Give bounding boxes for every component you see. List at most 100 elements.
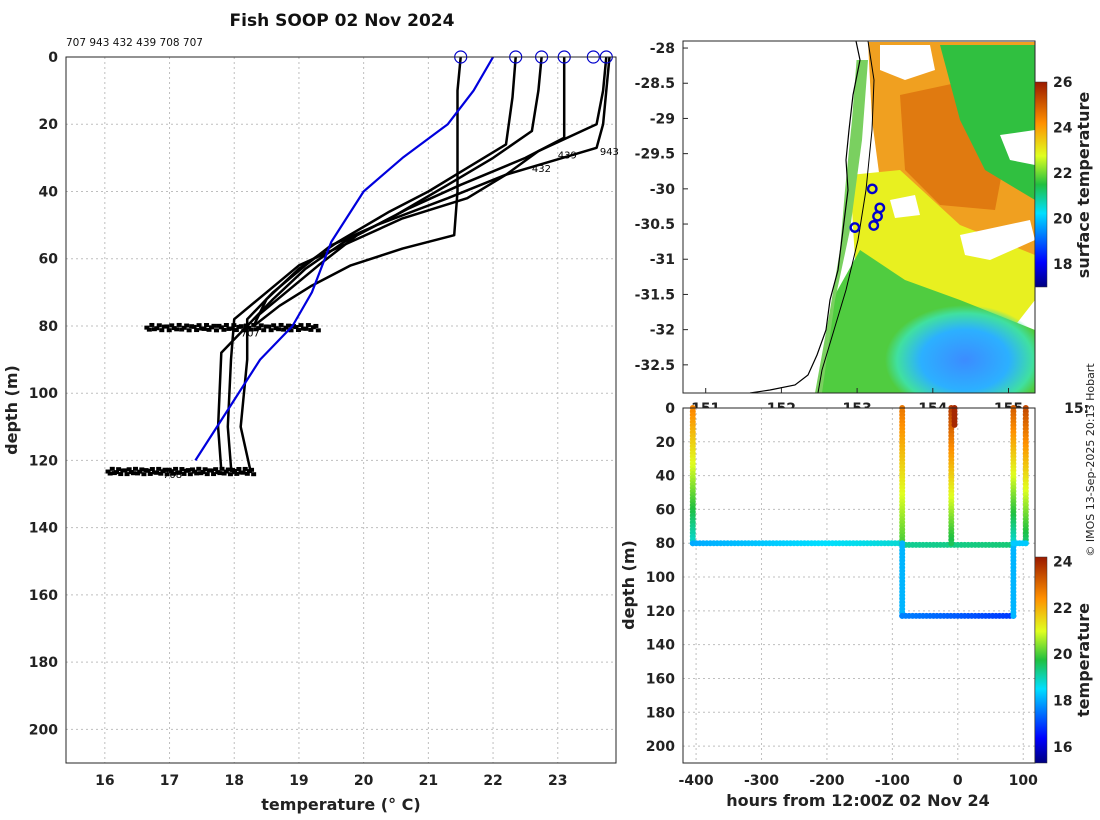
temperature-colorbar-tick: 18 <box>1053 694 1072 710</box>
profile-x-label: temperature (° C) <box>261 795 420 814</box>
profile-line-707 <box>226 56 608 475</box>
y-tick-label: 140 <box>29 521 58 537</box>
time-depth-background <box>683 408 1035 763</box>
band-point <box>204 472 210 477</box>
band-point <box>271 323 277 328</box>
td-y-tick-label: 60 <box>656 502 676 518</box>
band-point <box>154 470 160 475</box>
band-point <box>196 466 202 471</box>
temperature-colorbar <box>1034 556 1048 764</box>
band-point <box>298 323 304 328</box>
band-point <box>149 467 155 472</box>
band-point <box>170 471 176 476</box>
x-tick-label: 23 <box>548 773 567 789</box>
band-point <box>204 323 210 328</box>
td-y-tick-label: 80 <box>656 536 676 552</box>
band-point <box>166 328 172 333</box>
map-y-tick-label: -31.5 <box>635 287 675 303</box>
band-point <box>154 326 160 331</box>
sst-colorbar-label: surface temperature <box>1074 92 1093 279</box>
profile-plot-background <box>66 57 616 763</box>
td-x-tick-label: -100 <box>875 773 910 789</box>
band-point <box>213 467 219 472</box>
profile-line-707b <box>252 56 462 327</box>
band-point <box>256 326 262 331</box>
profile-label: 432 <box>532 164 551 175</box>
td-y-tick-label: 140 <box>646 638 675 654</box>
band-point <box>105 469 111 474</box>
band-point <box>146 327 152 332</box>
band-point <box>244 471 250 476</box>
coastline <box>749 41 861 393</box>
band-point <box>186 328 192 333</box>
map-y-tick-label: -32 <box>650 323 675 339</box>
x-tick-label: 17 <box>160 773 179 789</box>
profile-line-432 <box>252 56 517 327</box>
td-point <box>948 540 955 547</box>
td-x-tick-label: 100 <box>1009 773 1038 789</box>
band-point <box>238 324 244 329</box>
band-point <box>174 327 180 332</box>
sst-field <box>683 41 1035 393</box>
temperature-colorbar-tick: 24 <box>1053 555 1073 571</box>
band-point <box>187 472 193 477</box>
band-point <box>122 468 128 473</box>
band-point <box>164 324 170 329</box>
land-mask <box>683 41 858 393</box>
sst-cloud-gaps <box>880 45 1035 260</box>
profile-y-label: depth (m) <box>2 365 21 455</box>
band-point <box>156 466 162 471</box>
band-point <box>201 326 207 331</box>
band-point <box>177 470 183 475</box>
band-point <box>107 471 113 476</box>
map-y-tick-label: -28 <box>650 41 675 57</box>
profile-plot: 943 439 432 707 708 16 17 18 19 20 21 22 23 0 20 40 60 8… <box>2 50 619 814</box>
x-tick-label: 16 <box>95 773 114 789</box>
band-point <box>206 327 212 332</box>
band-point <box>200 469 206 474</box>
band-point <box>308 327 314 332</box>
station-marker <box>868 220 880 231</box>
band-point <box>191 324 197 329</box>
band-point <box>228 326 234 331</box>
x-tick-label: 21 <box>419 773 438 789</box>
y-tick-label: 160 <box>29 588 58 604</box>
band-point <box>168 469 174 474</box>
time-depth-plot: -400 -300 -200 -100 0 100 0 20 40 60 80 100 120 140 16… <box>619 401 1093 810</box>
y-tick-label: 40 <box>39 184 59 200</box>
band-point <box>223 469 229 474</box>
map-y-tick-label: -32.5 <box>635 358 675 374</box>
band-point <box>218 325 224 330</box>
band-point <box>194 471 200 476</box>
station-markers <box>849 183 886 233</box>
band-point <box>158 471 164 476</box>
band-point <box>217 471 223 476</box>
band-point <box>283 325 289 330</box>
band-point <box>315 328 321 333</box>
y-tick-label: 0 <box>48 50 58 66</box>
profile-label: 439 <box>558 150 577 161</box>
band-point <box>240 470 246 475</box>
band-point <box>234 471 240 476</box>
td-point <box>1022 540 1029 547</box>
y-tick-label: 180 <box>29 655 58 671</box>
band-point <box>221 327 227 332</box>
band-point <box>261 328 267 333</box>
band-point <box>141 472 147 477</box>
td-y-tick-label: 40 <box>656 469 676 485</box>
band-point <box>286 323 292 328</box>
station-marker <box>872 210 883 222</box>
x-tick-label: 18 <box>224 773 243 789</box>
band-point <box>176 322 182 327</box>
td-x-tick-label: 0 <box>953 773 963 789</box>
band-point <box>169 323 175 328</box>
band-point <box>189 467 195 472</box>
band-point <box>185 468 191 473</box>
band-point <box>248 327 254 332</box>
y-tick-label: 80 <box>39 319 59 335</box>
profile-line-439 <box>252 57 566 321</box>
profile-label: 707 <box>241 329 260 340</box>
x-tick-label: 20 <box>354 773 374 789</box>
band-point <box>159 328 165 333</box>
